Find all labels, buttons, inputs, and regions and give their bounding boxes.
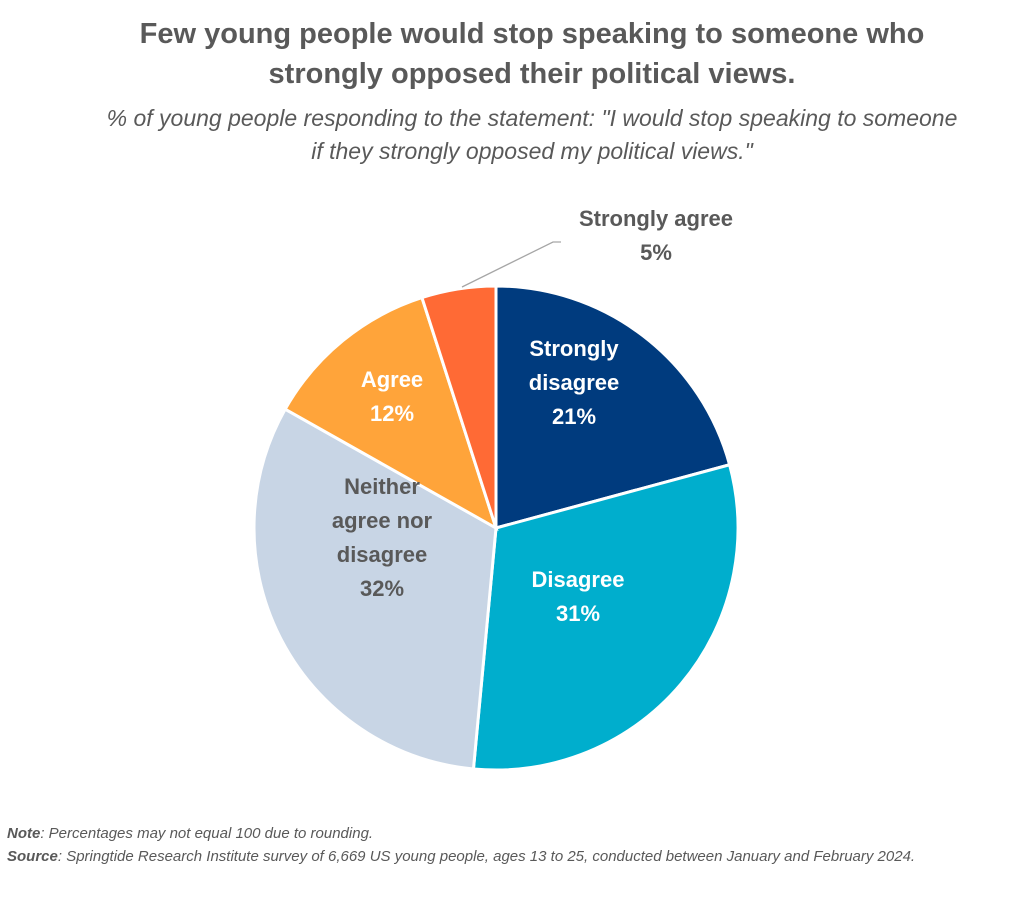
footnotes: Note: Percentages may not equal 100 due … [7,822,1007,868]
chart-header: Few young people would stop speaking to … [40,14,1024,168]
slice-strongly-disagree [494,284,732,530]
source: Source: Springtide Research Institute su… [7,845,1007,868]
slice-disagree [471,462,740,772]
note-label: Note [7,825,41,842]
note: Note: Percentages may not equal 100 due … [7,822,1007,845]
data-label-neither-agree-nor-disagree: Neither agree nor disagree 32% [332,474,433,601]
note-text: : Percentages may not equal 100 due to r… [40,825,374,842]
chart-title: Few young people would stop speaking to … [139,18,925,90]
leader-line-strongly-agree [461,241,561,288]
data-label-agree: Agree 12% [361,367,423,426]
chart-subtitle: % of young people responding to the stat… [106,105,958,164]
slice-strongly-agree [420,284,498,529]
source-label: Source [7,848,58,865]
data-label-disagree: Disagree 31% [532,567,625,626]
data-label-strongly-agree: Strongly agree 5% [579,206,733,265]
slice-agree [283,295,499,532]
source-text: : Springtide Research Institute survey o… [57,848,916,865]
data-label-strongly-disagree: Strongly disagree 21% [529,336,620,429]
slice-neither-agree-nor-disagree [252,407,498,771]
